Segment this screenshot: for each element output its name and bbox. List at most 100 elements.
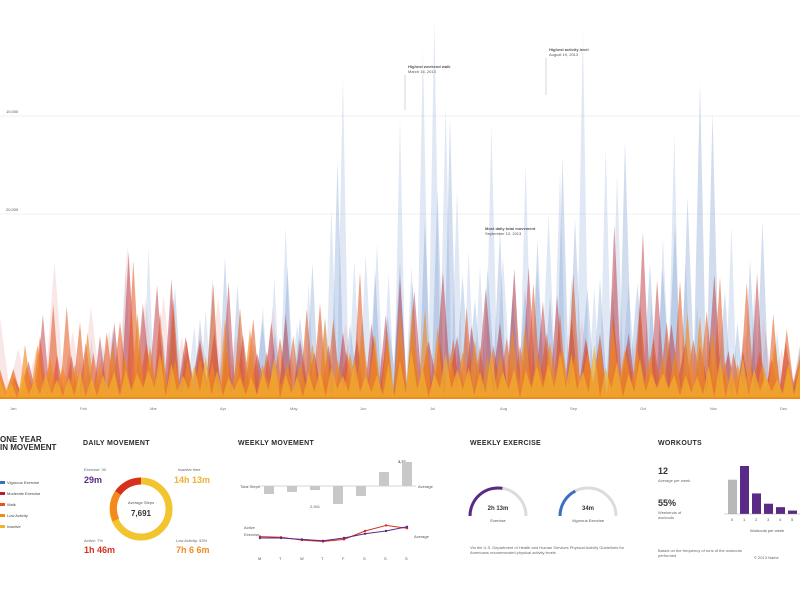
- line-point: [384, 524, 388, 527]
- daily-bl-value: 1h 46m: [84, 545, 116, 555]
- line-point: [321, 539, 325, 542]
- weekly-bar: [379, 472, 389, 486]
- x-tick-label: Apr: [220, 406, 227, 411]
- daily-bl-label: Active: 7%: [84, 538, 103, 543]
- workouts-axis-label: Workouts per week: [750, 528, 784, 533]
- legend-swatch: [0, 514, 5, 518]
- gauge-label: Exercise: [490, 518, 506, 523]
- x-tick-label: Jan: [10, 406, 16, 411]
- weekly-bar: [264, 486, 274, 494]
- workout-bar-label: 0: [731, 517, 734, 522]
- weekly-movement-title: WEEKLY MOVEMENT: [238, 440, 315, 447]
- intro-title: ONE YEAR IN MOVEMENT: [0, 435, 57, 452]
- activity-areas: [0, 20, 800, 399]
- weekly-exercise-gauges: 2h 13m Exercise 34m Vigorous Exercise: [468, 486, 618, 523]
- x-tick-label: May: [290, 406, 298, 411]
- gauge-value: 2h 13m: [488, 506, 509, 512]
- area-layer: [0, 305, 800, 398]
- workout-bar-label: 5: [791, 517, 794, 522]
- annotation-title: Highest weekend walk: [408, 64, 451, 69]
- daily-tr-label: Inactive time: [178, 467, 201, 472]
- legend-swatch: [0, 525, 5, 529]
- day-label: F: [342, 556, 345, 561]
- area-layer: [0, 344, 800, 398]
- workouts-stat2-label: Weekends of workouts: [658, 510, 682, 520]
- x-tick-label: Dec: [780, 406, 787, 411]
- workout-bar: [788, 510, 797, 514]
- footer-credit: © 2013 Name: [754, 555, 779, 560]
- x-tick-label: Sep: [570, 406, 578, 411]
- line-label-exercise: Exercise: [244, 532, 260, 537]
- workouts-note: Based on the frequency of runs of the wo…: [658, 548, 742, 558]
- annotation-highest-activity: Highest activity level August 19, 2013: [545, 47, 589, 95]
- workout-bar: [776, 507, 785, 514]
- line-point: [384, 529, 388, 533]
- annotation-subtitle: September 10, 2013: [485, 231, 522, 236]
- line-point: [300, 538, 304, 541]
- ring-label: Average Steps: [128, 500, 154, 505]
- daily-tl-value: 29m: [84, 475, 103, 485]
- gauge-value: 34m: [582, 506, 594, 512]
- area-layer: [0, 20, 800, 398]
- legend-swatch: [0, 503, 5, 507]
- x-tick-label: Jun: [360, 406, 366, 411]
- weekly-bar: [356, 486, 366, 496]
- gauge-exercise: 2h 13m Exercise: [468, 486, 528, 523]
- workout-bar-label: 1: [743, 517, 746, 522]
- legend-item: Vigorous Exercise: [0, 480, 39, 485]
- legend-swatch: [0, 481, 5, 485]
- weekly-bar: [310, 486, 320, 490]
- gauge-vigorous: 34m Vigorous Exercise: [558, 486, 618, 523]
- legend-item: Walk: [0, 502, 16, 507]
- change-label: Total Steps: [240, 484, 260, 489]
- workout-bar: [752, 493, 761, 514]
- x-tick-label: Mar: [150, 406, 158, 411]
- legend-item: Low Activity: [0, 513, 28, 518]
- y-tick-label: 10,000: [6, 109, 19, 114]
- ring-value: 7,691: [131, 509, 152, 518]
- gauge-label: Vigorous Exercise: [572, 518, 605, 523]
- x-tick-label: Oct: [640, 406, 647, 411]
- value-high: 3,37: [398, 459, 407, 464]
- annotation-title: Highest activity level: [549, 47, 589, 52]
- workouts-stat2-value: 55%: [658, 498, 677, 508]
- line-point: [258, 536, 262, 540]
- legend-item: Moderate Exercise: [0, 491, 40, 496]
- daily-movement-title: DAILY MOVEMENT: [83, 440, 150, 447]
- workouts-bar-chart: 0 1 2 3 4 5 Workouts per week: [724, 466, 800, 533]
- day-label: S: [384, 556, 387, 561]
- workouts-stat1-value: 12: [658, 466, 669, 476]
- workouts-title: WORKOUTS: [658, 440, 703, 447]
- exercise-line: [260, 526, 408, 542]
- weekly-bar: [333, 486, 343, 504]
- x-tick-label: Aug: [500, 406, 507, 411]
- workout-bar-label: 2: [755, 517, 758, 522]
- x-axis: Jan Feb Mar Apr May Jun Jul Aug Sep Oct Nov Dec: [10, 406, 787, 411]
- workout-bar: [764, 503, 773, 514]
- workouts-stat1-label: Average per week: [658, 478, 691, 483]
- weekly-lines: [258, 524, 409, 543]
- intro-block: ONE YEAR IN MOVEMENT: [0, 436, 60, 452]
- line-point: [279, 536, 283, 540]
- day-label: T: [321, 556, 324, 561]
- daily-tr-value: 14h 13m: [174, 475, 211, 485]
- weekly-exercise-note: Via the U.S. Department of Health and Hu…: [470, 545, 624, 555]
- y-tick-label: 20,000: [6, 207, 19, 212]
- x-tick-label: Jul: [430, 406, 435, 411]
- workout-bars: 0 1 2 3 4 5: [728, 466, 797, 522]
- average-label: Average: [418, 484, 434, 489]
- line-point: [363, 529, 367, 533]
- annotation-subtitle: August 19, 2013: [549, 52, 579, 57]
- weekly-bar: [287, 486, 297, 492]
- annotation-title: Most daily total movement: [485, 226, 536, 231]
- daily-br-value: 7h 6 6m: [176, 545, 210, 555]
- day-label: T: [279, 556, 282, 561]
- day-label: W: [300, 556, 304, 561]
- day-label: S: [363, 556, 366, 561]
- daily-br-label: Low Activity: 53%: [176, 538, 208, 543]
- x-tick-label: Feb: [80, 406, 88, 411]
- line-point: [363, 532, 367, 535]
- weekly-exercise-title: WEEKLY EXERCISE: [470, 440, 542, 447]
